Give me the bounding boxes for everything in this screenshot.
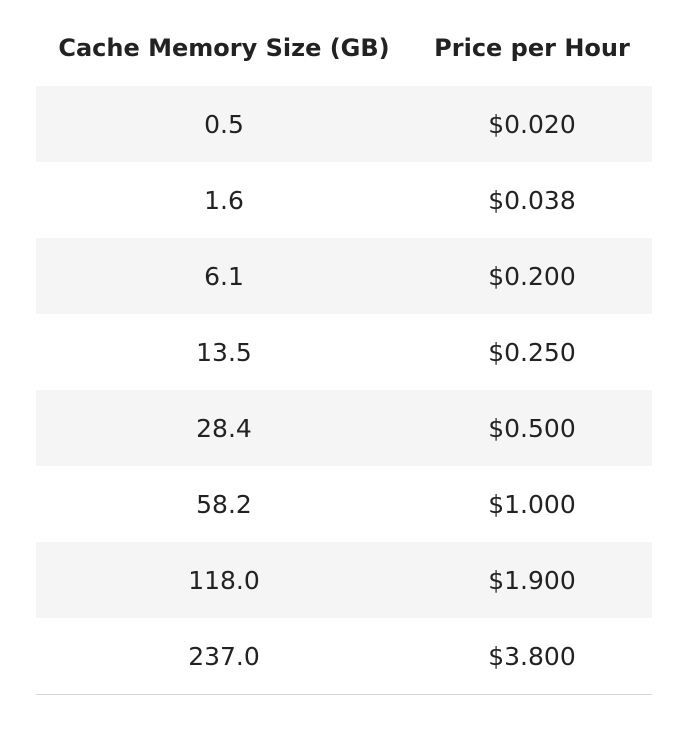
table-row: 58.2 $1.000: [36, 466, 652, 542]
price-cell: $0.038: [488, 185, 576, 215]
price-cell: $3.800: [488, 641, 576, 671]
cache-size-cell: 58.2: [196, 489, 252, 519]
price-cell: $1.900: [488, 565, 576, 595]
price-cell: $1.000: [488, 489, 576, 519]
price-cell: $0.020: [488, 109, 576, 139]
table-row: 28.4 $0.500: [36, 390, 652, 466]
table-body: 0.5 $0.020 1.6 $0.038 6.1 $0.200 13.5 $0…: [36, 86, 652, 695]
price-cell: $0.500: [488, 413, 576, 443]
table-row: 6.1 $0.200: [36, 238, 652, 314]
cache-size-cell: 118.0: [188, 565, 260, 595]
price-cell: $0.250: [488, 337, 576, 367]
table-row: 237.0 $3.800: [36, 618, 652, 694]
cache-size-cell: 6.1: [204, 261, 244, 291]
pricing-table: Cache Memory Size (GB) Price per Hour 0.…: [36, 10, 652, 695]
table-row: 0.5 $0.020: [36, 86, 652, 162]
table-row: 1.6 $0.038: [36, 162, 652, 238]
price-cell: $0.200: [488, 261, 576, 291]
cache-size-cell: 237.0: [188, 641, 260, 671]
cache-size-cell: 28.4: [196, 413, 252, 443]
cache-size-cell: 1.6: [204, 185, 244, 215]
cache-size-cell: 0.5: [204, 109, 244, 139]
table-row: 118.0 $1.900: [36, 542, 652, 618]
table-header: Cache Memory Size (GB) Price per Hour: [36, 10, 652, 86]
header-cache-memory-size: Cache Memory Size (GB): [58, 34, 390, 62]
header-price-per-hour: Price per Hour: [434, 34, 630, 62]
cache-size-cell: 13.5: [196, 337, 252, 367]
table-row: 13.5 $0.250: [36, 314, 652, 390]
